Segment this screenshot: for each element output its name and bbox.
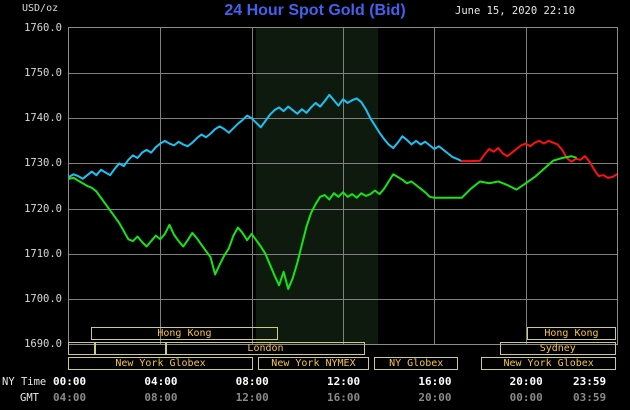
- y-axis-tick-label: 1690.0: [24, 338, 62, 350]
- horizontal-gridline: [69, 299, 617, 300]
- market-session-bars: Hong Kong London New York Globex New York N…: [68, 327, 618, 373]
- ny-time-tick: 04:00: [144, 375, 178, 388]
- gmt-time-tick: 04:00: [53, 391, 87, 404]
- y-axis-tick-label: 1700.0: [24, 292, 62, 305]
- gmt-time-tick: 03:59: [573, 391, 607, 404]
- session-bar-new-york-globex: New York Globex: [481, 357, 616, 370]
- gmt-time-tick: 00:00: [509, 391, 543, 404]
- series-line: [460, 139, 617, 179]
- ny-time-tick: 00:00: [53, 375, 87, 388]
- horizontal-gridline: [69, 118, 617, 119]
- nymex-shaded-band: [256, 28, 379, 344]
- gmt-time-tick: 08:00: [144, 391, 178, 404]
- session-bar-new-york-globex: New York Globex: [68, 357, 253, 370]
- y-axis-tick-label: 1710.0: [24, 247, 62, 260]
- gmt-time-tick: 16:00: [327, 391, 361, 404]
- session-bar-segment: [68, 342, 96, 355]
- horizontal-gridline: [69, 73, 617, 74]
- series-lines: [69, 93, 617, 290]
- gmt-time-tick: 12:00: [235, 391, 269, 404]
- y-axis-tick-label: 1760.0: [24, 22, 62, 34]
- horizontal-gridline: [69, 163, 617, 164]
- plot-area: [68, 27, 618, 345]
- vertical-gridline: [160, 28, 161, 344]
- session-bar-segment: [95, 342, 167, 355]
- series-line: [69, 93, 463, 180]
- horizontal-gridline: [69, 254, 617, 255]
- series-line: [69, 155, 577, 290]
- ny-time-tick: 08:00: [235, 375, 269, 388]
- session-bar-hong-kong: Hong Kong: [526, 327, 616, 340]
- vertical-gridline: [343, 28, 344, 344]
- session-bar-ny-globex: NY Globex: [373, 357, 459, 370]
- vertical-gridline: [252, 28, 253, 344]
- vertical-gridline: [434, 28, 435, 344]
- time-axis: NY Time GMT 00:00 04:00 04:00 08:00 08:00 12:…: [0, 374, 630, 408]
- y-axis-tick-label: 1750.0: [24, 67, 62, 80]
- ny-time-axis-label: NY Time: [2, 376, 47, 388]
- vertical-gridline: [526, 28, 527, 344]
- ny-time-tick: 12:00: [327, 375, 361, 388]
- quote-datetime: June 15, 2020 22:10: [455, 5, 576, 17]
- ny-time-tick: 23:59: [573, 375, 607, 388]
- y-axis-tick-label: 1730.0: [24, 157, 62, 170]
- y-axis-tick-label: 1740.0: [24, 112, 62, 125]
- ny-time-tick: 20:00: [509, 375, 543, 388]
- y-axis-tick-label: 1720.0: [24, 202, 62, 215]
- session-bar-hong-kong: Hong Kong: [90, 327, 279, 340]
- session-bar-new-york-nymex: New York NYMEX: [257, 357, 370, 370]
- y-axis-unit-label: USD/oz: [22, 3, 59, 14]
- session-bar-london: London: [166, 342, 365, 355]
- ny-time-tick: 16:00: [418, 375, 452, 388]
- horizontal-gridline: [69, 209, 617, 210]
- plot-inner: [69, 28, 617, 344]
- gmt-time-tick: 20:00: [418, 391, 452, 404]
- session-bar-sydney: Sydney: [499, 342, 616, 355]
- page-title: 24 Hour Spot Gold (Bid): [224, 2, 406, 19]
- gmt-axis-label: GMT: [20, 392, 39, 404]
